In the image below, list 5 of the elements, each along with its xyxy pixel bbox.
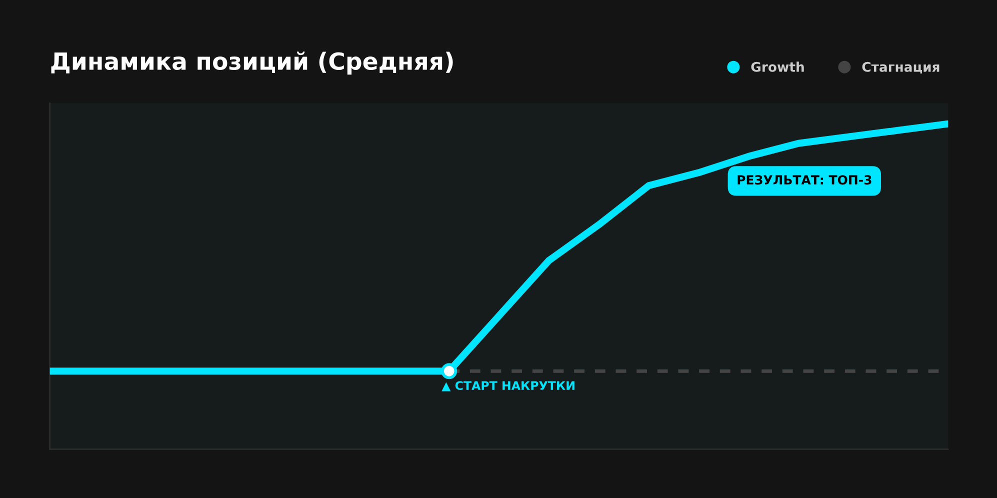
annotation: РЕЗУЛЬТАТ: ТОП-3 — [738, 175, 872, 185]
legend-label: Стагнация — [862, 62, 940, 74]
legend-label: Growth — [751, 62, 804, 72]
annotation: ▲ СТАРТ НАКРУТКИ — [442, 381, 574, 392]
chart-title: Динамика позиций (Средняя) — [51, 52, 453, 75]
